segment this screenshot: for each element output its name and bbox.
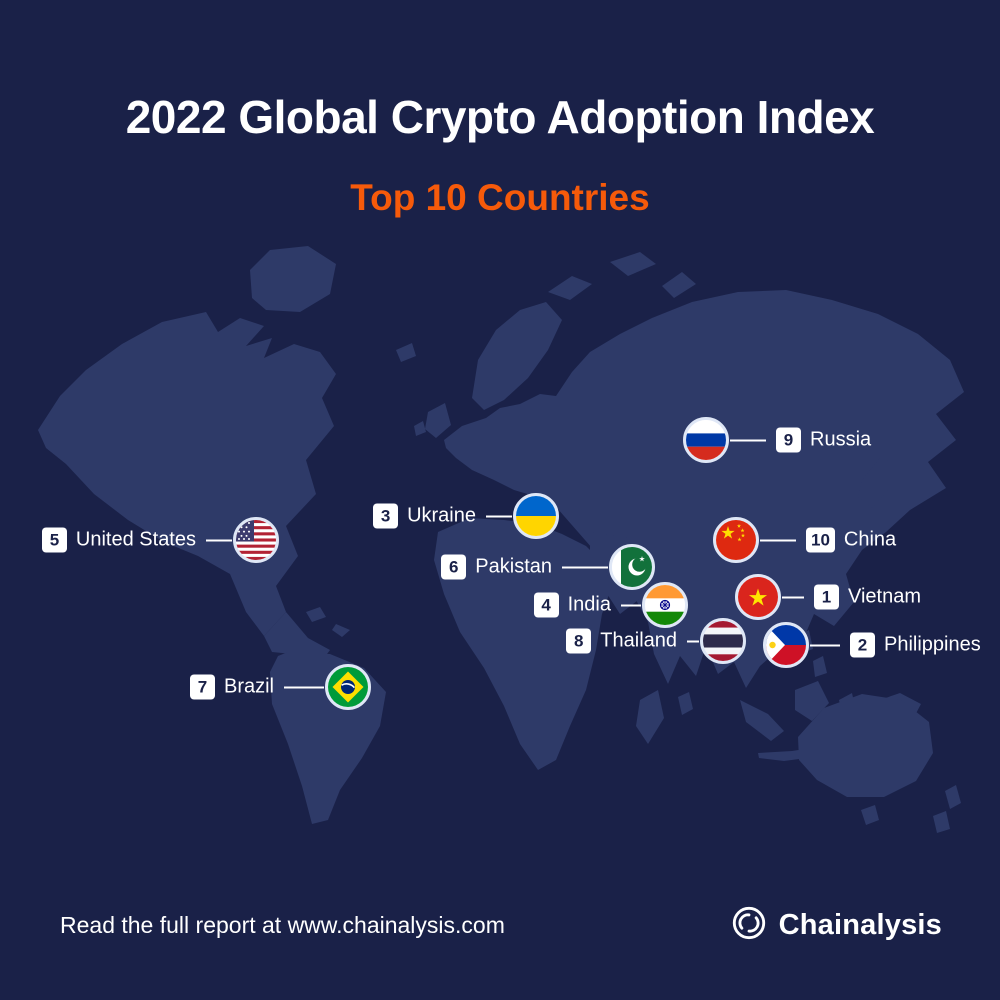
country-label: United States <box>75 528 196 551</box>
connector-line <box>760 539 796 541</box>
china-callout: 10 China <box>760 527 897 553</box>
rank-badge: 3 <box>373 503 399 529</box>
footer: Read the full report at www.chainalysis.… <box>60 903 942 947</box>
rank-badge: 7 <box>189 674 215 700</box>
country-label: Philippines <box>884 633 981 656</box>
connector-line <box>562 566 608 568</box>
rank-badge: 6 <box>441 554 467 580</box>
ukraine-flag-icon <box>513 493 559 539</box>
russia-flag-icon <box>683 417 729 463</box>
chainalysis-logo-icon <box>730 904 768 947</box>
country-label: Vietnam <box>848 585 922 608</box>
connector-line <box>621 604 641 606</box>
continent-north-america <box>38 312 350 666</box>
rank-badge: 2 <box>850 632 875 658</box>
page-subtitle: Top 10 Countries <box>350 176 650 218</box>
continent-australia <box>798 694 961 833</box>
rank-badge: 8 <box>566 628 592 654</box>
rank-badge: 9 <box>776 427 801 453</box>
header: 2022 Global Crypto Adoption Index Top 10… <box>0 92 1000 219</box>
brazil-callout: 7 Brazil <box>189 674 324 700</box>
brand-wordmark: Chainalysis <box>778 908 942 941</box>
connector-line <box>782 596 804 598</box>
russia-callout: 9 Russia <box>730 427 872 453</box>
rank-badge: 1 <box>814 584 839 610</box>
rank-badge: 10 <box>806 527 835 553</box>
country-label: Russia <box>810 428 872 451</box>
connector-line <box>284 686 324 688</box>
brazil-flag-icon <box>325 664 371 710</box>
page-title: 2022 Global Crypto Adoption Index <box>125 91 875 143</box>
united-states-callout: 5 United States <box>41 527 232 553</box>
rank-badge: 4 <box>533 592 559 618</box>
china-flag-icon <box>713 517 759 563</box>
continent-europe <box>414 302 562 438</box>
country-label: India <box>567 593 611 616</box>
connector-line <box>810 644 840 646</box>
united-states-flag-icon <box>233 517 279 563</box>
thailand-callout: 8 Thailand <box>566 628 699 654</box>
thailand-flag-icon <box>700 618 746 664</box>
connector-line <box>206 539 232 541</box>
philippines-flag-icon <box>763 622 809 668</box>
country-label: China <box>843 528 897 551</box>
connector-line <box>730 439 766 441</box>
continent-greenland <box>250 246 416 362</box>
country-label: Brazil <box>223 675 274 698</box>
brand: Chainalysis <box>730 904 942 947</box>
philippines-callout: 2 Philippines <box>810 632 981 658</box>
continent-africa <box>434 518 664 770</box>
report-link-text: Read the full report at www.chainalysis.… <box>60 911 505 938</box>
vietnam-flag-icon <box>735 574 781 620</box>
connector-line <box>486 515 512 517</box>
ukraine-callout: 3 Ukraine <box>373 503 512 529</box>
pakistan-callout: 6 Pakistan <box>441 554 608 580</box>
india-callout: 4 India <box>533 592 641 618</box>
rank-badge: 5 <box>41 527 67 553</box>
pakistan-flag-icon <box>609 544 655 590</box>
vietnam-callout: 1 Vietnam <box>782 584 922 610</box>
country-label: Thailand <box>600 629 677 652</box>
country-label: Ukraine <box>407 504 476 527</box>
country-label: Pakistan <box>475 555 552 578</box>
connector-line <box>687 640 699 642</box>
india-flag-icon <box>642 582 688 628</box>
